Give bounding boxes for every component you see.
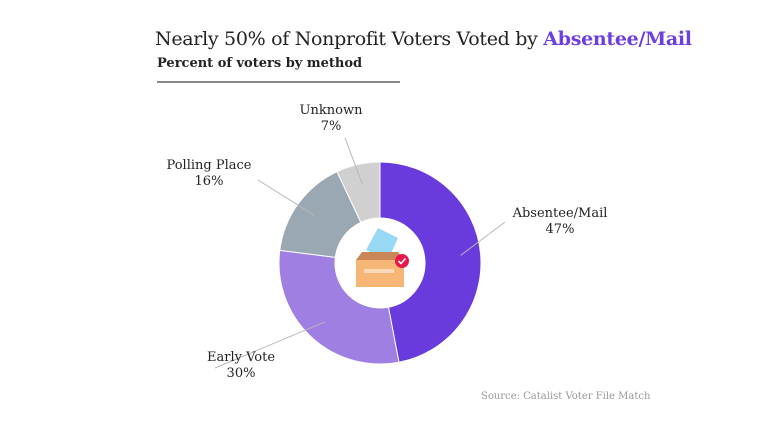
ballot-box-icon (356, 228, 409, 287)
slice-absentee-mail (379, 161, 482, 363)
label-polling-place: Polling Place 16% (166, 158, 252, 189)
label-unknown: Unknown 7% (299, 103, 363, 134)
leader-line (344, 137, 363, 185)
title-text: Nearly 50% of Nonprofit Voters Voted by (155, 28, 544, 50)
source-note: Source: Catalist Voter File Match (481, 391, 651, 402)
leader-line (257, 179, 315, 216)
chart-title: Nearly 50% of Nonprofit Voters Voted by … (155, 28, 692, 50)
label-absentee-mail: Absentee/Mail 47% (512, 206, 608, 237)
title-highlight: Absentee/Mail (543, 28, 692, 50)
label-early-vote: Early Vote 30% (206, 350, 276, 381)
chart-subtitle: Percent of voters by method (157, 56, 363, 71)
leader-line (460, 221, 506, 256)
divider (157, 81, 400, 83)
leader-line (214, 321, 325, 369)
